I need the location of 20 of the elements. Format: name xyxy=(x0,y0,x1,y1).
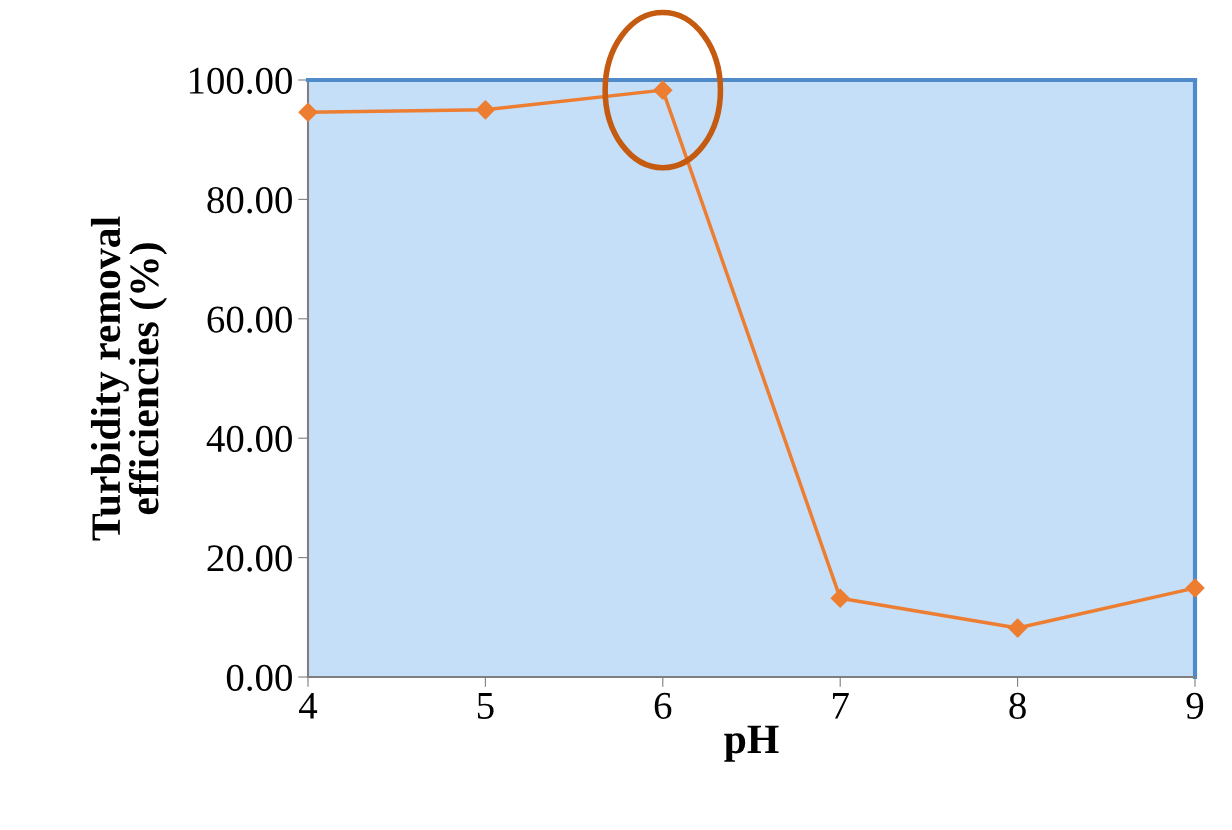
point xyxy=(830,588,850,608)
y-tick-label: 0.00 xyxy=(226,664,292,692)
y-tick-label: 60.00 xyxy=(207,306,292,333)
x-tick-label: 9 xyxy=(1186,692,1204,719)
x-tick-label: 6 xyxy=(654,692,672,719)
y-tick-label: 40.00 xyxy=(206,425,292,453)
x-axis-title: pH xyxy=(724,725,779,762)
y-tick-label: 80.00 xyxy=(207,187,292,214)
x-tick-label: 7 xyxy=(833,693,849,719)
y-tick-label: 20.00 xyxy=(207,545,292,572)
point xyxy=(298,102,318,122)
point xyxy=(1185,578,1205,598)
point xyxy=(475,100,495,120)
y-tick-label: 100.00 xyxy=(189,67,292,95)
point xyxy=(653,80,673,100)
point xyxy=(1008,618,1028,638)
x-tick-label: 8 xyxy=(1009,692,1026,719)
y-axis-title: Turbidity removal efficiencies (%) xyxy=(90,216,168,541)
x-tick-label: 4 xyxy=(299,692,318,719)
x-tick-label: 5 xyxy=(477,693,494,719)
